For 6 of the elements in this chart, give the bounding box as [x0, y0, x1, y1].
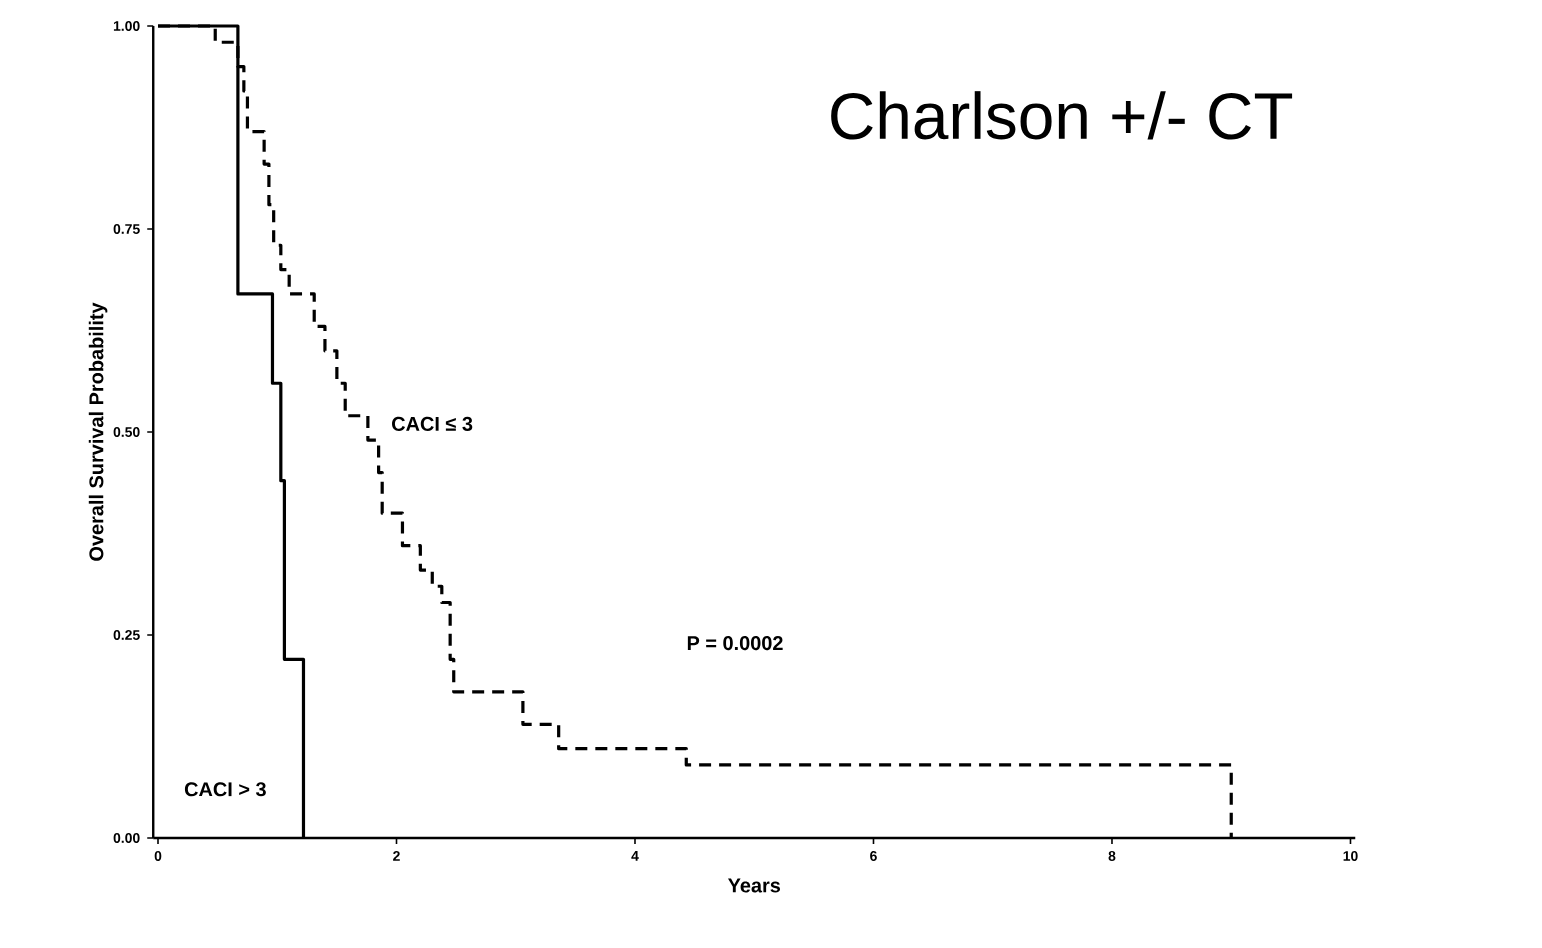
series-label: CACI > 3	[184, 782, 266, 797]
y-axis-title: Overall Survival Probability	[88, 302, 108, 561]
annotation: P = 0.0002	[687, 636, 783, 651]
x-axis-title: Years	[727, 878, 781, 893]
series-label: CACI ≤ 3	[392, 416, 473, 431]
annotation: Charlson +/- CT	[831, 91, 1293, 140]
